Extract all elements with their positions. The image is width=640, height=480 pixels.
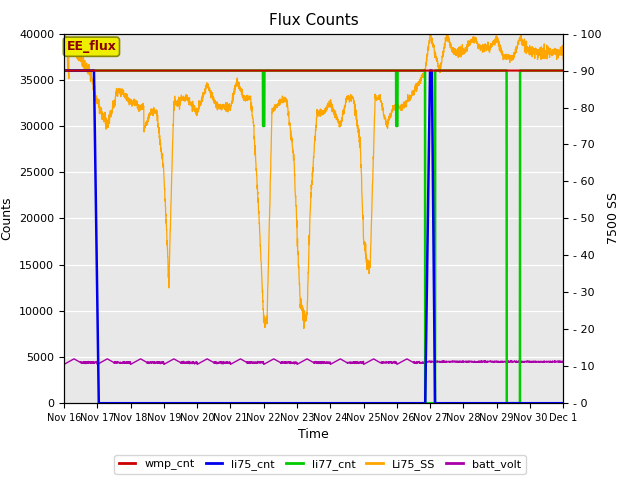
Y-axis label: Counts: Counts xyxy=(1,197,13,240)
Title: Flux Counts: Flux Counts xyxy=(269,13,358,28)
Legend: wmp_cnt, li75_cnt, li77_cnt, Li75_SS, batt_volt: wmp_cnt, li75_cnt, li77_cnt, Li75_SS, ba… xyxy=(115,455,525,474)
Text: EE_flux: EE_flux xyxy=(67,40,116,53)
X-axis label: Time: Time xyxy=(298,429,329,442)
Y-axis label: 7500 SS: 7500 SS xyxy=(607,192,620,244)
